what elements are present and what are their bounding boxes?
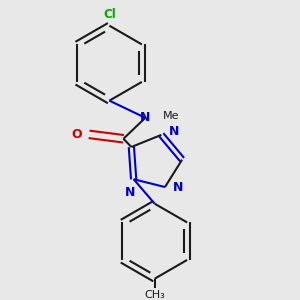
Text: Cl: Cl — [103, 8, 116, 21]
Text: N: N — [140, 111, 151, 124]
Text: CH₃: CH₃ — [144, 290, 165, 300]
Text: Me: Me — [163, 111, 179, 121]
Text: N: N — [169, 125, 179, 138]
Text: N: N — [173, 181, 183, 194]
Text: O: O — [72, 128, 82, 141]
Text: N: N — [125, 186, 135, 199]
